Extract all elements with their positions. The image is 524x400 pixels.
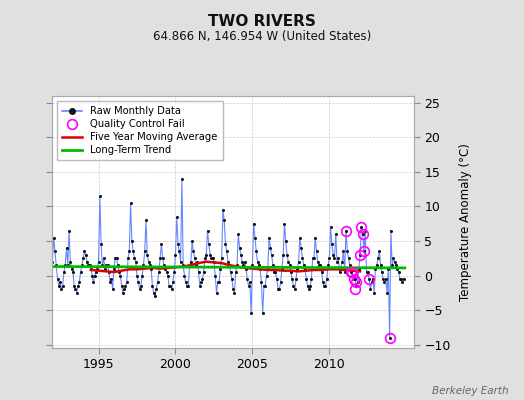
Y-axis label: Temperature Anomaly (°C): Temperature Anomaly (°C)	[459, 143, 472, 301]
Legend: Raw Monthly Data, Quality Control Fail, Five Year Moving Average, Long-Term Tren: Raw Monthly Data, Quality Control Fail, …	[58, 101, 223, 160]
Text: 64.866 N, 146.954 W (United States): 64.866 N, 146.954 W (United States)	[153, 30, 371, 43]
Text: Berkeley Earth: Berkeley Earth	[432, 386, 508, 396]
Text: TWO RIVERS: TWO RIVERS	[208, 14, 316, 29]
